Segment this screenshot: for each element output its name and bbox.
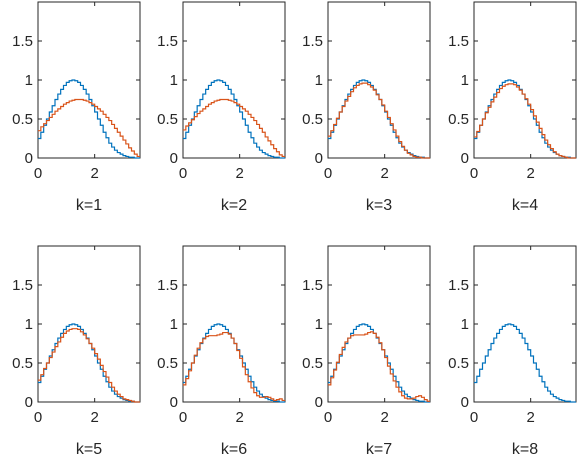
x-tick-label: 2: [380, 409, 388, 426]
y-tick-label: 1.5: [302, 33, 323, 50]
x-tick-label: 0: [179, 165, 187, 182]
x-axis-label: k=8: [512, 441, 538, 458]
y-tick-label: 0.5: [448, 355, 469, 372]
y-tick-label: 1: [315, 316, 323, 333]
x-tick-label: 2: [90, 409, 98, 426]
x-tick-label: 0: [179, 409, 187, 426]
y-tick-label: 0: [170, 150, 178, 167]
y-tick-label: 1.5: [448, 277, 469, 294]
x-tick-label: 2: [526, 165, 534, 182]
y-tick-label: 0.5: [157, 355, 178, 372]
y-tick-label: 1.5: [448, 33, 469, 50]
x-axis-label: k=4: [512, 197, 538, 214]
y-tick-label: 1.5: [12, 33, 33, 50]
subplot-5: 0 0.5 1 1.5 0 2 k=5: [12, 245, 141, 458]
x-axis-label: k=2: [221, 197, 247, 214]
subplot-3: 0 0.5 1 1.5 0 2 k=3: [302, 1, 431, 214]
y-tick-label: 1: [170, 316, 178, 333]
y-tick-label: 0: [25, 150, 33, 167]
series-2-line: [328, 82, 430, 159]
y-tick-label: 0.5: [12, 355, 33, 372]
x-axis-label: k=1: [76, 197, 102, 214]
y-tick-label: 1: [315, 72, 323, 89]
x-axis-label: k=5: [76, 441, 102, 458]
y-tick-label: 0: [461, 394, 469, 411]
y-tick-label: 0: [461, 150, 469, 167]
subplot-4: 0 0.5 1 1.5 0 2 k=4: [448, 1, 577, 214]
axes-box: [327, 245, 431, 403]
x-tick-label: 2: [380, 165, 388, 182]
x-tick-label: 2: [235, 165, 243, 182]
axes-box: [473, 245, 577, 403]
y-tick-label: 1.5: [157, 33, 178, 50]
series-1-line: [474, 323, 576, 403]
axes-box: [182, 245, 286, 403]
series-2-line: [38, 98, 140, 158]
subplot-1: 0 0.5 1 1.5 0 2 k=1: [12, 1, 141, 214]
y-tick-label: 1: [25, 316, 33, 333]
y-tick-label: 1: [25, 72, 33, 89]
y-tick-label: 0.5: [448, 111, 469, 128]
subplot-7: 0 0.5 1 1.5 0 2 k=7: [302, 245, 431, 458]
series-2-line: [183, 98, 285, 158]
series-2-line: [38, 328, 140, 403]
axes-box: [473, 1, 577, 159]
y-tick-label: 1: [461, 316, 469, 333]
subplot-6: 0 0.5 1 1.5 0 2 k=6: [157, 245, 286, 458]
y-tick-label: 1: [461, 72, 469, 89]
subplot-2: 0 0.5 1 1.5 0 2 k=2: [157, 1, 286, 214]
y-tick-label: 1.5: [12, 277, 33, 294]
x-axis-label: k=7: [366, 441, 392, 458]
axes-box: [182, 1, 286, 159]
y-tick-label: 1.5: [157, 277, 178, 294]
series-2-line: [183, 331, 285, 402]
x-tick-label: 0: [34, 409, 42, 426]
series-2-line: [474, 83, 576, 159]
x-tick-label: 2: [526, 409, 534, 426]
y-tick-label: 1.5: [302, 277, 323, 294]
y-tick-label: 0.5: [157, 111, 178, 128]
y-tick-label: 0: [25, 394, 33, 411]
y-tick-label: 0: [315, 394, 323, 411]
series-2-line: [328, 331, 430, 402]
x-tick-label: 0: [324, 165, 332, 182]
axes-box: [327, 1, 431, 159]
x-tick-label: 0: [470, 409, 478, 426]
y-tick-label: 0.5: [302, 355, 323, 372]
x-tick-label: 0: [470, 165, 478, 182]
y-tick-label: 0.5: [12, 111, 33, 128]
y-tick-label: 1: [170, 72, 178, 89]
x-tick-label: 0: [34, 165, 42, 182]
axes-box: [37, 1, 141, 159]
x-tick-label: 2: [90, 165, 98, 182]
y-tick-label: 0.5: [302, 111, 323, 128]
series-1-line: [183, 79, 285, 159]
x-tick-label: 2: [235, 409, 243, 426]
subplot-8: 0 0.5 1 1.5 0 2 k=8: [448, 245, 577, 458]
x-axis-label: k=6: [221, 441, 247, 458]
y-tick-label: 0: [170, 394, 178, 411]
x-axis-label: k=3: [366, 197, 392, 214]
axes-box: [37, 245, 141, 403]
series-1-line: [38, 79, 140, 159]
y-tick-label: 0: [315, 150, 323, 167]
x-tick-label: 0: [324, 409, 332, 426]
